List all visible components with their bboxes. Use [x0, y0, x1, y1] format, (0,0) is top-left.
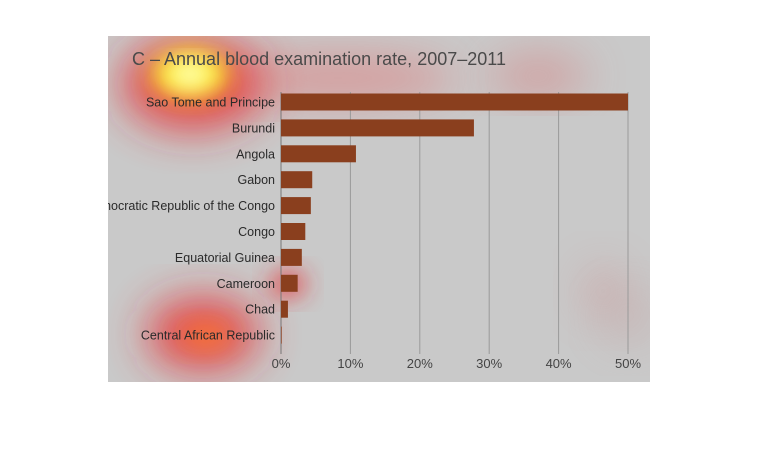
x-tick-label: 10% [337, 356, 363, 371]
bar [281, 223, 306, 240]
x-tick-label: 20% [407, 356, 433, 371]
bar [281, 248, 302, 266]
category-label: Cameroon [217, 277, 275, 291]
bar [281, 197, 311, 215]
bar [281, 93, 628, 111]
category-label: Equatorial Guinea [175, 251, 275, 265]
category-label: Central African Republic [141, 329, 275, 343]
x-tick-label: 40% [546, 356, 572, 371]
category-label: Congo [238, 225, 275, 239]
category-label: Angola [236, 147, 275, 161]
category-label: Burundi [232, 121, 275, 135]
bar [281, 326, 282, 344]
bar [281, 300, 288, 318]
category-label: Chad [245, 303, 275, 317]
x-tick-label: 50% [615, 356, 641, 371]
category-label: Sao Tome and Principe [146, 96, 275, 110]
chart-panel: C – Annual blood examination rate, 2007–… [108, 36, 650, 382]
bar [281, 119, 474, 137]
category-label: Gabon [237, 173, 275, 187]
x-tick-label: 30% [476, 356, 502, 371]
category-label: Democratic Republic of the Congo [108, 199, 275, 213]
bar-chart: 0% 10% 20% 30% 40% 50% Sao Tome and Principe Bu… [108, 92, 641, 371]
bar [281, 171, 313, 189]
chart-title: C – Annual blood examination rate, 2007–… [132, 49, 506, 69]
bar [281, 145, 356, 163]
x-tick-label: 0% [272, 356, 291, 371]
bar [281, 274, 298, 292]
